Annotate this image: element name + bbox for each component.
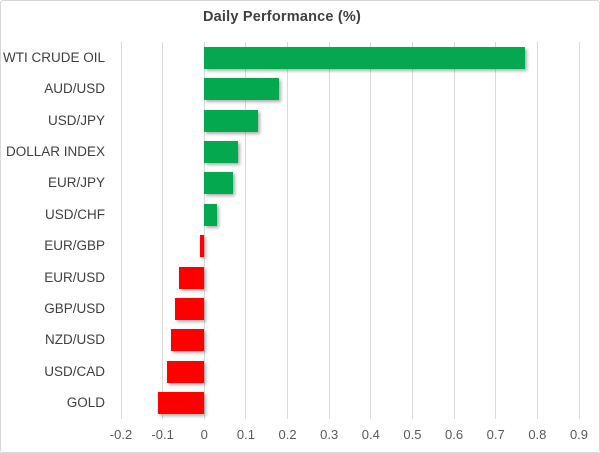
x-tick-label: 0.2 xyxy=(278,427,297,442)
bar-aud-usd xyxy=(204,78,280,101)
category-label: WTI CRUDE OIL xyxy=(2,49,105,65)
category-label: USD/CHF xyxy=(45,206,105,222)
gridline xyxy=(453,42,455,419)
gridline xyxy=(411,42,413,419)
bar-eur-usd xyxy=(179,266,205,289)
category-label: NZD/USD xyxy=(45,332,105,348)
x-tick-label: -0.2 xyxy=(109,427,133,442)
gridline xyxy=(245,42,247,419)
gridline xyxy=(162,42,164,419)
x-tick-label: 0.4 xyxy=(361,427,380,442)
x-tick-label: 0.6 xyxy=(445,427,464,442)
category-label: EUR/GBP xyxy=(44,238,105,254)
x-tick-label: 0.5 xyxy=(403,427,422,442)
bar-eur-gbp xyxy=(200,235,205,258)
category-label: USD/CAD xyxy=(44,363,105,379)
gridline xyxy=(287,42,289,419)
category-label: GOLD xyxy=(66,395,105,411)
bar-gold xyxy=(158,392,205,415)
gridline xyxy=(120,42,122,419)
bar-wti-crude-oil xyxy=(204,46,525,69)
x-tick-label: 0 xyxy=(200,427,208,442)
gridline xyxy=(370,42,372,419)
gridline xyxy=(578,42,580,419)
category-label: EUR/JPY xyxy=(47,175,105,191)
gridline xyxy=(495,42,497,419)
gridline xyxy=(536,42,538,419)
x-tick-label: 0.9 xyxy=(569,427,589,442)
x-tick-label: 0.8 xyxy=(528,427,547,442)
x-tick-label: 0.3 xyxy=(320,427,339,442)
category-label: DOLLAR INDEX xyxy=(5,143,105,159)
bar-usd-chf xyxy=(204,203,217,226)
category-label: USD/JPY xyxy=(47,112,105,128)
gridline xyxy=(328,42,330,419)
bar-eur-jpy xyxy=(204,172,234,195)
category-label: AUD/USD xyxy=(44,81,105,97)
bar-gbp-usd xyxy=(175,298,205,321)
bar-usd-jpy xyxy=(204,109,259,132)
bar-dollar-index xyxy=(204,140,238,163)
gridline xyxy=(203,42,205,419)
category-label: GBP/USD xyxy=(44,301,105,317)
bar-nzd-usd xyxy=(170,329,205,352)
x-tick-label: 0.1 xyxy=(236,427,255,442)
x-tick-label: 0.7 xyxy=(486,427,505,442)
category-label: EUR/USD xyxy=(44,269,105,285)
bar-usd-cad xyxy=(166,360,205,383)
x-tick-label: -0.1 xyxy=(151,427,174,442)
chart-title: Daily Performance (%) xyxy=(202,9,362,25)
